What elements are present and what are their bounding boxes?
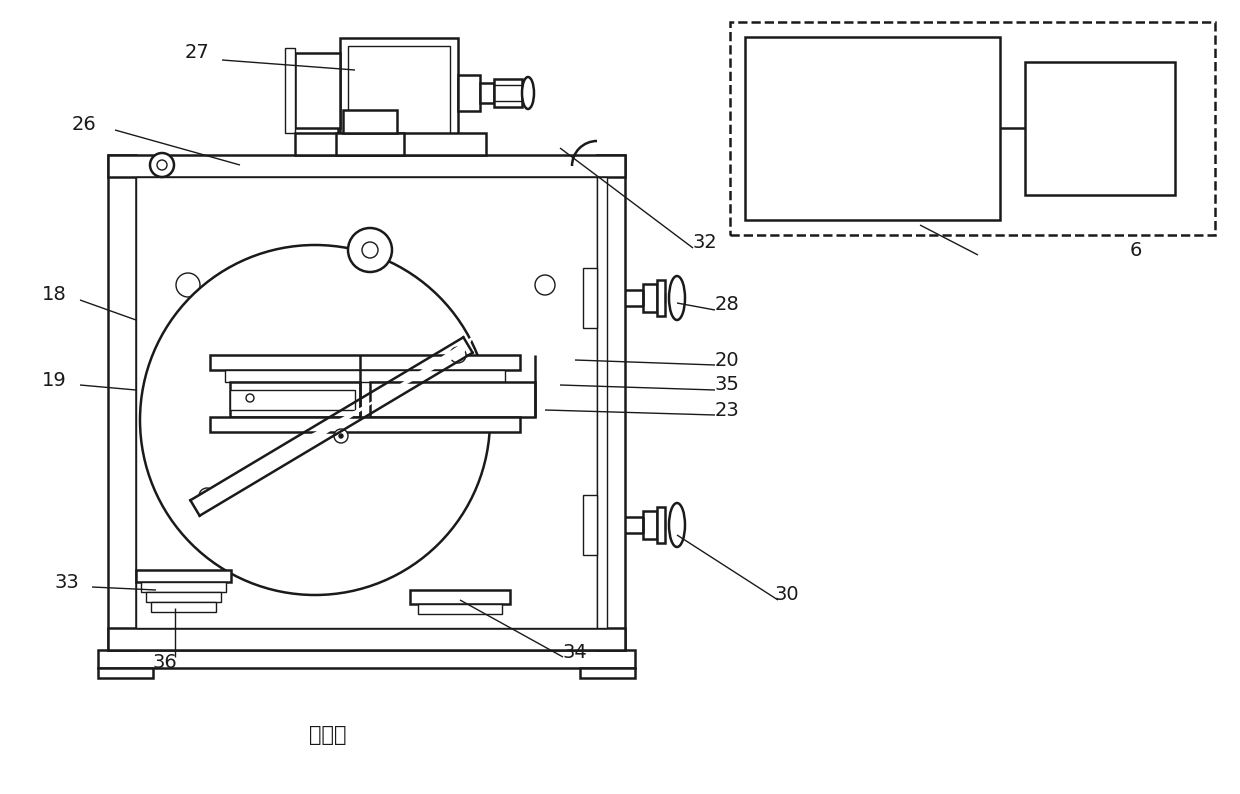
Bar [580, 668, 635, 678]
Circle shape [339, 434, 343, 438]
Bar [98, 668, 153, 678]
Bar [596, 155, 625, 650]
Bar [644, 511, 657, 539]
Text: 20: 20 [715, 350, 739, 369]
Circle shape [205, 494, 210, 498]
Bar [480, 83, 494, 103]
Bar [346, 100, 394, 155]
Ellipse shape [670, 503, 684, 547]
Bar [108, 155, 136, 650]
Circle shape [334, 429, 348, 443]
Circle shape [246, 394, 254, 402]
Text: 30: 30 [775, 585, 800, 604]
Bar [730, 22, 1215, 235]
Bar [410, 590, 510, 604]
Bar [596, 177, 608, 628]
Text: 26: 26 [72, 115, 97, 134]
Bar [494, 79, 522, 107]
Bar [224, 370, 505, 382]
Circle shape [176, 273, 200, 297]
Circle shape [157, 160, 167, 170]
Text: 23: 23 [715, 400, 740, 419]
Bar [108, 155, 625, 177]
Polygon shape [191, 337, 472, 516]
Bar [583, 268, 596, 328]
Bar [418, 604, 502, 614]
Bar [340, 38, 458, 148]
Bar [229, 382, 360, 417]
Circle shape [348, 228, 392, 272]
Text: 19: 19 [42, 371, 67, 390]
Circle shape [534, 275, 556, 295]
Circle shape [140, 245, 490, 595]
Ellipse shape [670, 276, 684, 320]
Text: 36: 36 [153, 653, 177, 673]
Bar [210, 355, 520, 370]
Bar [210, 417, 520, 432]
Bar [136, 177, 596, 628]
Bar [295, 53, 340, 128]
Bar [1025, 62, 1176, 195]
Circle shape [150, 153, 174, 177]
Text: 34: 34 [563, 642, 588, 661]
Bar [151, 602, 216, 612]
Bar [141, 582, 226, 592]
Text: 28: 28 [715, 295, 740, 314]
Bar [657, 507, 665, 543]
Bar [98, 650, 635, 668]
Text: 6: 6 [1130, 241, 1142, 260]
Text: 主视图: 主视图 [309, 725, 347, 745]
Text: 27: 27 [185, 43, 210, 61]
Bar [745, 37, 999, 220]
Bar [146, 592, 221, 602]
Text: 35: 35 [715, 376, 740, 395]
Text: 18: 18 [42, 286, 67, 305]
Bar [583, 495, 596, 555]
Bar [657, 280, 665, 316]
Bar [370, 382, 534, 417]
Text: 32: 32 [693, 233, 718, 252]
Circle shape [198, 488, 215, 504]
Bar [136, 570, 231, 582]
Bar [339, 105, 402, 155]
Text: 33: 33 [55, 572, 79, 592]
Bar [458, 75, 480, 111]
Bar [644, 284, 657, 312]
Bar [285, 48, 295, 133]
Bar [295, 133, 486, 155]
Ellipse shape [522, 77, 534, 109]
Bar [336, 133, 404, 155]
Bar [108, 628, 625, 650]
Bar [348, 46, 450, 140]
Circle shape [362, 242, 378, 258]
Bar [343, 110, 397, 133]
Circle shape [450, 347, 466, 363]
Bar [229, 390, 355, 410]
